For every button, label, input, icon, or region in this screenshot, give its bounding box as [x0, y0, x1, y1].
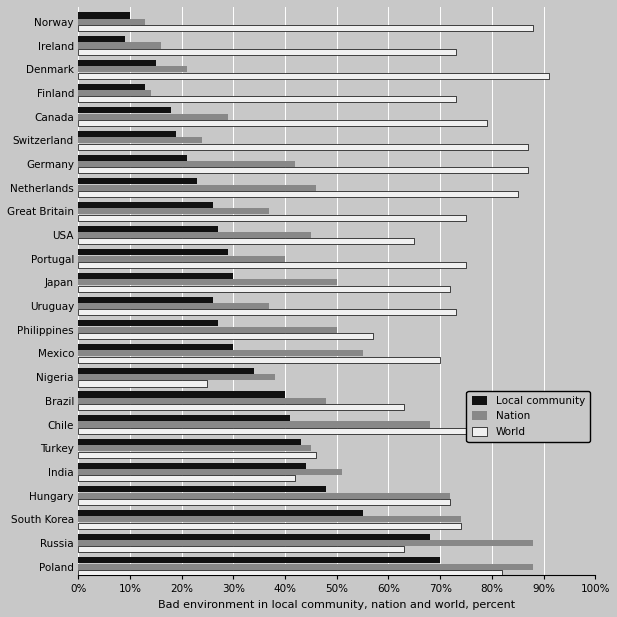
Bar — [78, 452, 316, 458]
Bar — [78, 475, 296, 481]
Bar — [78, 25, 533, 31]
Bar — [78, 445, 311, 451]
Bar — [78, 202, 213, 208]
Bar — [78, 344, 233, 350]
Bar — [78, 226, 218, 232]
Bar — [78, 273, 233, 279]
Bar — [78, 499, 450, 505]
Bar — [78, 215, 466, 221]
Bar — [78, 516, 461, 523]
Bar — [78, 36, 125, 42]
Bar — [78, 333, 373, 339]
Bar — [78, 19, 146, 25]
Bar — [78, 523, 461, 529]
Bar — [78, 469, 342, 475]
Bar — [78, 280, 337, 286]
Bar — [78, 90, 151, 96]
Bar — [78, 232, 311, 238]
Bar — [78, 510, 363, 516]
Bar — [78, 107, 171, 114]
Bar — [78, 398, 326, 404]
Bar — [78, 327, 337, 333]
Bar — [78, 114, 228, 120]
Bar — [78, 557, 440, 563]
Bar — [78, 209, 270, 214]
Bar — [78, 191, 518, 197]
Bar — [78, 184, 316, 191]
Bar — [78, 12, 130, 19]
Bar — [78, 463, 305, 468]
Bar — [78, 286, 450, 292]
Bar — [78, 137, 202, 143]
Bar — [78, 167, 528, 173]
Bar — [78, 303, 270, 309]
Bar — [78, 439, 300, 445]
Bar — [78, 155, 187, 160]
Bar — [78, 83, 146, 89]
Bar — [78, 66, 187, 72]
Bar — [78, 320, 218, 326]
Bar — [78, 238, 414, 244]
Legend: Local community, Nation, World: Local community, Nation, World — [466, 391, 590, 442]
Bar — [78, 49, 456, 55]
Bar — [78, 486, 326, 492]
Bar — [78, 73, 549, 78]
Bar — [78, 368, 254, 374]
Bar — [78, 546, 404, 552]
Bar — [78, 428, 533, 434]
Bar — [78, 391, 285, 397]
Bar — [78, 249, 228, 255]
Bar — [78, 96, 456, 102]
Bar — [78, 120, 487, 126]
Bar — [78, 255, 285, 262]
Bar — [78, 350, 363, 357]
Bar — [78, 297, 213, 303]
Bar — [78, 262, 466, 268]
Bar — [78, 421, 430, 428]
Bar — [78, 492, 450, 499]
X-axis label: Bad environment in local community, nation and world, percent: Bad environment in local community, nati… — [158, 600, 515, 610]
Bar — [78, 357, 440, 363]
Bar — [78, 161, 296, 167]
Bar — [78, 144, 528, 150]
Bar — [78, 404, 404, 410]
Bar — [78, 415, 290, 421]
Bar — [78, 60, 155, 66]
Bar — [78, 374, 275, 380]
Bar — [78, 540, 533, 546]
Bar — [78, 570, 502, 576]
Bar — [78, 131, 176, 137]
Bar — [78, 43, 161, 49]
Bar — [78, 309, 456, 315]
Bar — [78, 178, 197, 184]
Bar — [78, 563, 533, 569]
Bar — [78, 381, 207, 386]
Bar — [78, 534, 430, 540]
